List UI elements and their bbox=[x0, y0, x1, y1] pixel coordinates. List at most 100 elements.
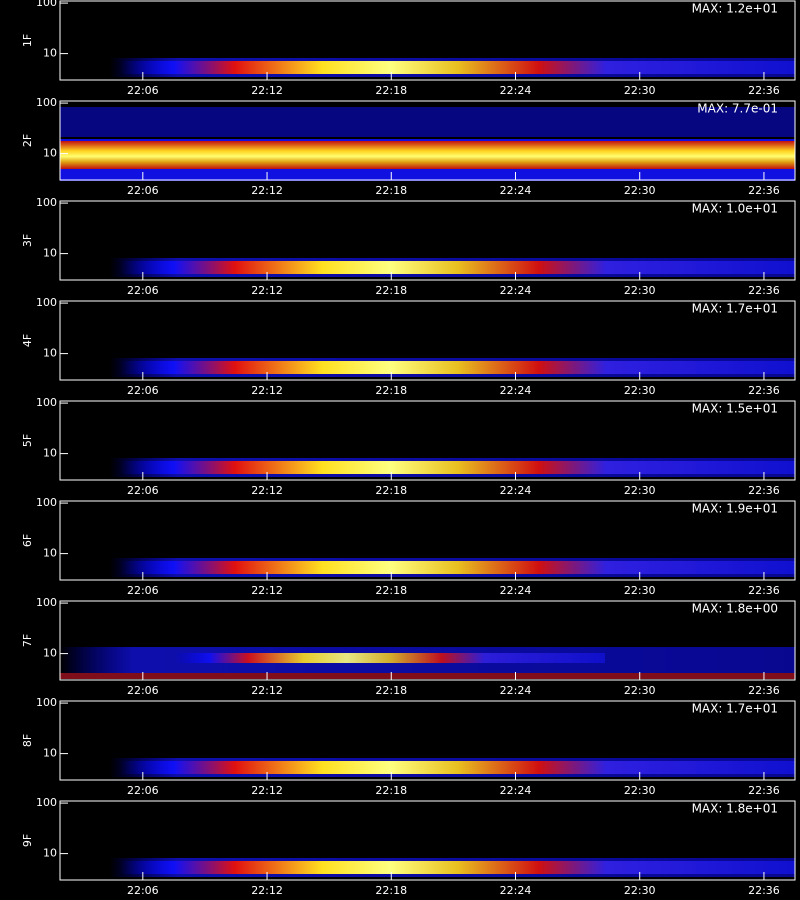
y-axis-label: 8F bbox=[21, 734, 34, 747]
y-tick-label: 100 bbox=[36, 96, 57, 109]
y-tick-label: 10 bbox=[43, 347, 57, 360]
plot-frame bbox=[59, 800, 796, 881]
x-tick-label: 22:24 bbox=[500, 784, 532, 797]
x-tick-label: 22:24 bbox=[500, 884, 532, 897]
annotation: MAX: 1.5e+01 bbox=[692, 402, 778, 416]
annotation: MAX: 1.7e+01 bbox=[692, 302, 778, 316]
x-tick-label: 22:30 bbox=[624, 884, 656, 897]
x-tick-label: 22:24 bbox=[500, 184, 532, 197]
x-tick-label: 22:12 bbox=[251, 84, 283, 97]
y-axis-label: 5F bbox=[21, 434, 34, 447]
x-tick-label: 22:06 bbox=[127, 684, 159, 697]
annotation: MAX: 7.7e-01 bbox=[697, 102, 778, 116]
x-tick-label: 22:24 bbox=[500, 584, 532, 597]
plot-frame bbox=[59, 0, 796, 81]
x-tick-label: 22:24 bbox=[500, 684, 532, 697]
x-tick-label: 22:12 bbox=[251, 484, 283, 497]
x-tick-label: 22:36 bbox=[748, 384, 780, 397]
y-tick-label: 10 bbox=[43, 247, 57, 260]
y-tick-label: 10 bbox=[43, 747, 57, 760]
y-tick-label: 10 bbox=[43, 847, 57, 860]
x-tick-label: 22:18 bbox=[375, 184, 407, 197]
y-tick-label: 10 bbox=[43, 47, 57, 60]
x-tick-label: 22:18 bbox=[375, 84, 407, 97]
spectrogram-image bbox=[60, 673, 795, 679]
x-tick-label: 22:12 bbox=[251, 884, 283, 897]
y-tick-label: 100 bbox=[36, 796, 57, 809]
x-tick-label: 22:36 bbox=[748, 584, 780, 597]
x-tick-label: 22:06 bbox=[127, 484, 159, 497]
plot-frame bbox=[59, 500, 796, 581]
x-tick-label: 22:30 bbox=[624, 684, 656, 697]
annotation: MAX: 1.2e+01 bbox=[692, 2, 778, 16]
y-tick-label: 100 bbox=[36, 696, 57, 709]
x-tick-label: 22:18 bbox=[375, 384, 407, 397]
y-tick-label: 100 bbox=[36, 396, 57, 409]
spectrogram-image bbox=[60, 107, 795, 137]
y-tick-label: 10 bbox=[43, 547, 57, 560]
x-tick-label: 22:18 bbox=[375, 484, 407, 497]
spectrogram-image bbox=[120, 861, 795, 874]
annotation: MAX: 1.9e+01 bbox=[692, 502, 778, 516]
spectrogram-image bbox=[175, 653, 605, 663]
x-tick-label: 22:18 bbox=[375, 784, 407, 797]
x-tick-label: 22:06 bbox=[127, 84, 159, 97]
y-axis-label: 1F bbox=[21, 34, 34, 47]
x-tick-label: 22:18 bbox=[375, 684, 407, 697]
x-tick-label: 22:12 bbox=[251, 184, 283, 197]
y-axis-label: 7F bbox=[21, 634, 34, 647]
x-tick-label: 22:36 bbox=[748, 184, 780, 197]
x-tick-label: 22:06 bbox=[127, 784, 159, 797]
x-tick-label: 22:24 bbox=[500, 284, 532, 297]
x-tick-label: 22:18 bbox=[375, 584, 407, 597]
plot-frame bbox=[59, 200, 796, 281]
plot-frame bbox=[59, 100, 796, 181]
plot-frame bbox=[59, 400, 796, 481]
y-tick-label: 10 bbox=[43, 447, 57, 460]
y-tick-label: 100 bbox=[36, 496, 57, 509]
x-tick-label: 22:36 bbox=[748, 284, 780, 297]
y-axis-label: 9F bbox=[21, 834, 34, 847]
x-tick-label: 22:36 bbox=[748, 684, 780, 697]
annotation: MAX: 1.7e+01 bbox=[692, 702, 778, 716]
x-tick-label: 22:06 bbox=[127, 284, 159, 297]
x-tick-label: 22:24 bbox=[500, 484, 532, 497]
y-axis-label: 4F bbox=[21, 334, 34, 347]
x-tick-label: 22:18 bbox=[375, 284, 407, 297]
x-tick-label: 22:12 bbox=[251, 784, 283, 797]
x-tick-label: 22:12 bbox=[251, 584, 283, 597]
x-tick-label: 22:30 bbox=[624, 784, 656, 797]
y-tick-label: 100 bbox=[36, 0, 57, 9]
x-tick-label: 22:12 bbox=[251, 384, 283, 397]
x-tick-label: 22:36 bbox=[748, 884, 780, 897]
spectrogram-image bbox=[120, 61, 795, 74]
annotation: MAX: 1.0e+01 bbox=[692, 202, 778, 216]
x-tick-label: 22:30 bbox=[624, 284, 656, 297]
x-tick-label: 22:36 bbox=[748, 84, 780, 97]
annotation: MAX: 1.8e+00 bbox=[692, 602, 778, 616]
y-tick-label: 100 bbox=[36, 596, 57, 609]
x-tick-label: 22:30 bbox=[624, 184, 656, 197]
x-tick-label: 22:36 bbox=[748, 484, 780, 497]
x-tick-label: 22:30 bbox=[624, 384, 656, 397]
spectrogram-image bbox=[120, 361, 795, 374]
spectrogram-image bbox=[120, 561, 795, 574]
x-tick-label: 22:30 bbox=[624, 484, 656, 497]
y-tick-label: 100 bbox=[36, 196, 57, 209]
y-axis-label: 2F bbox=[21, 134, 34, 147]
y-axis-label: 3F bbox=[21, 234, 34, 247]
y-tick-label: 10 bbox=[43, 647, 57, 660]
plot-frame bbox=[59, 700, 796, 781]
x-tick-label: 22:18 bbox=[375, 884, 407, 897]
y-tick-label: 100 bbox=[36, 296, 57, 309]
annotation: MAX: 1.8e+01 bbox=[692, 802, 778, 816]
x-tick-label: 22:06 bbox=[127, 584, 159, 597]
x-tick-label: 22:30 bbox=[624, 84, 656, 97]
plot-frame bbox=[59, 300, 796, 381]
x-tick-label: 22:12 bbox=[251, 684, 283, 697]
x-tick-label: 22:06 bbox=[127, 384, 159, 397]
x-tick-label: 22:24 bbox=[500, 384, 532, 397]
x-tick-label: 22:30 bbox=[624, 584, 656, 597]
